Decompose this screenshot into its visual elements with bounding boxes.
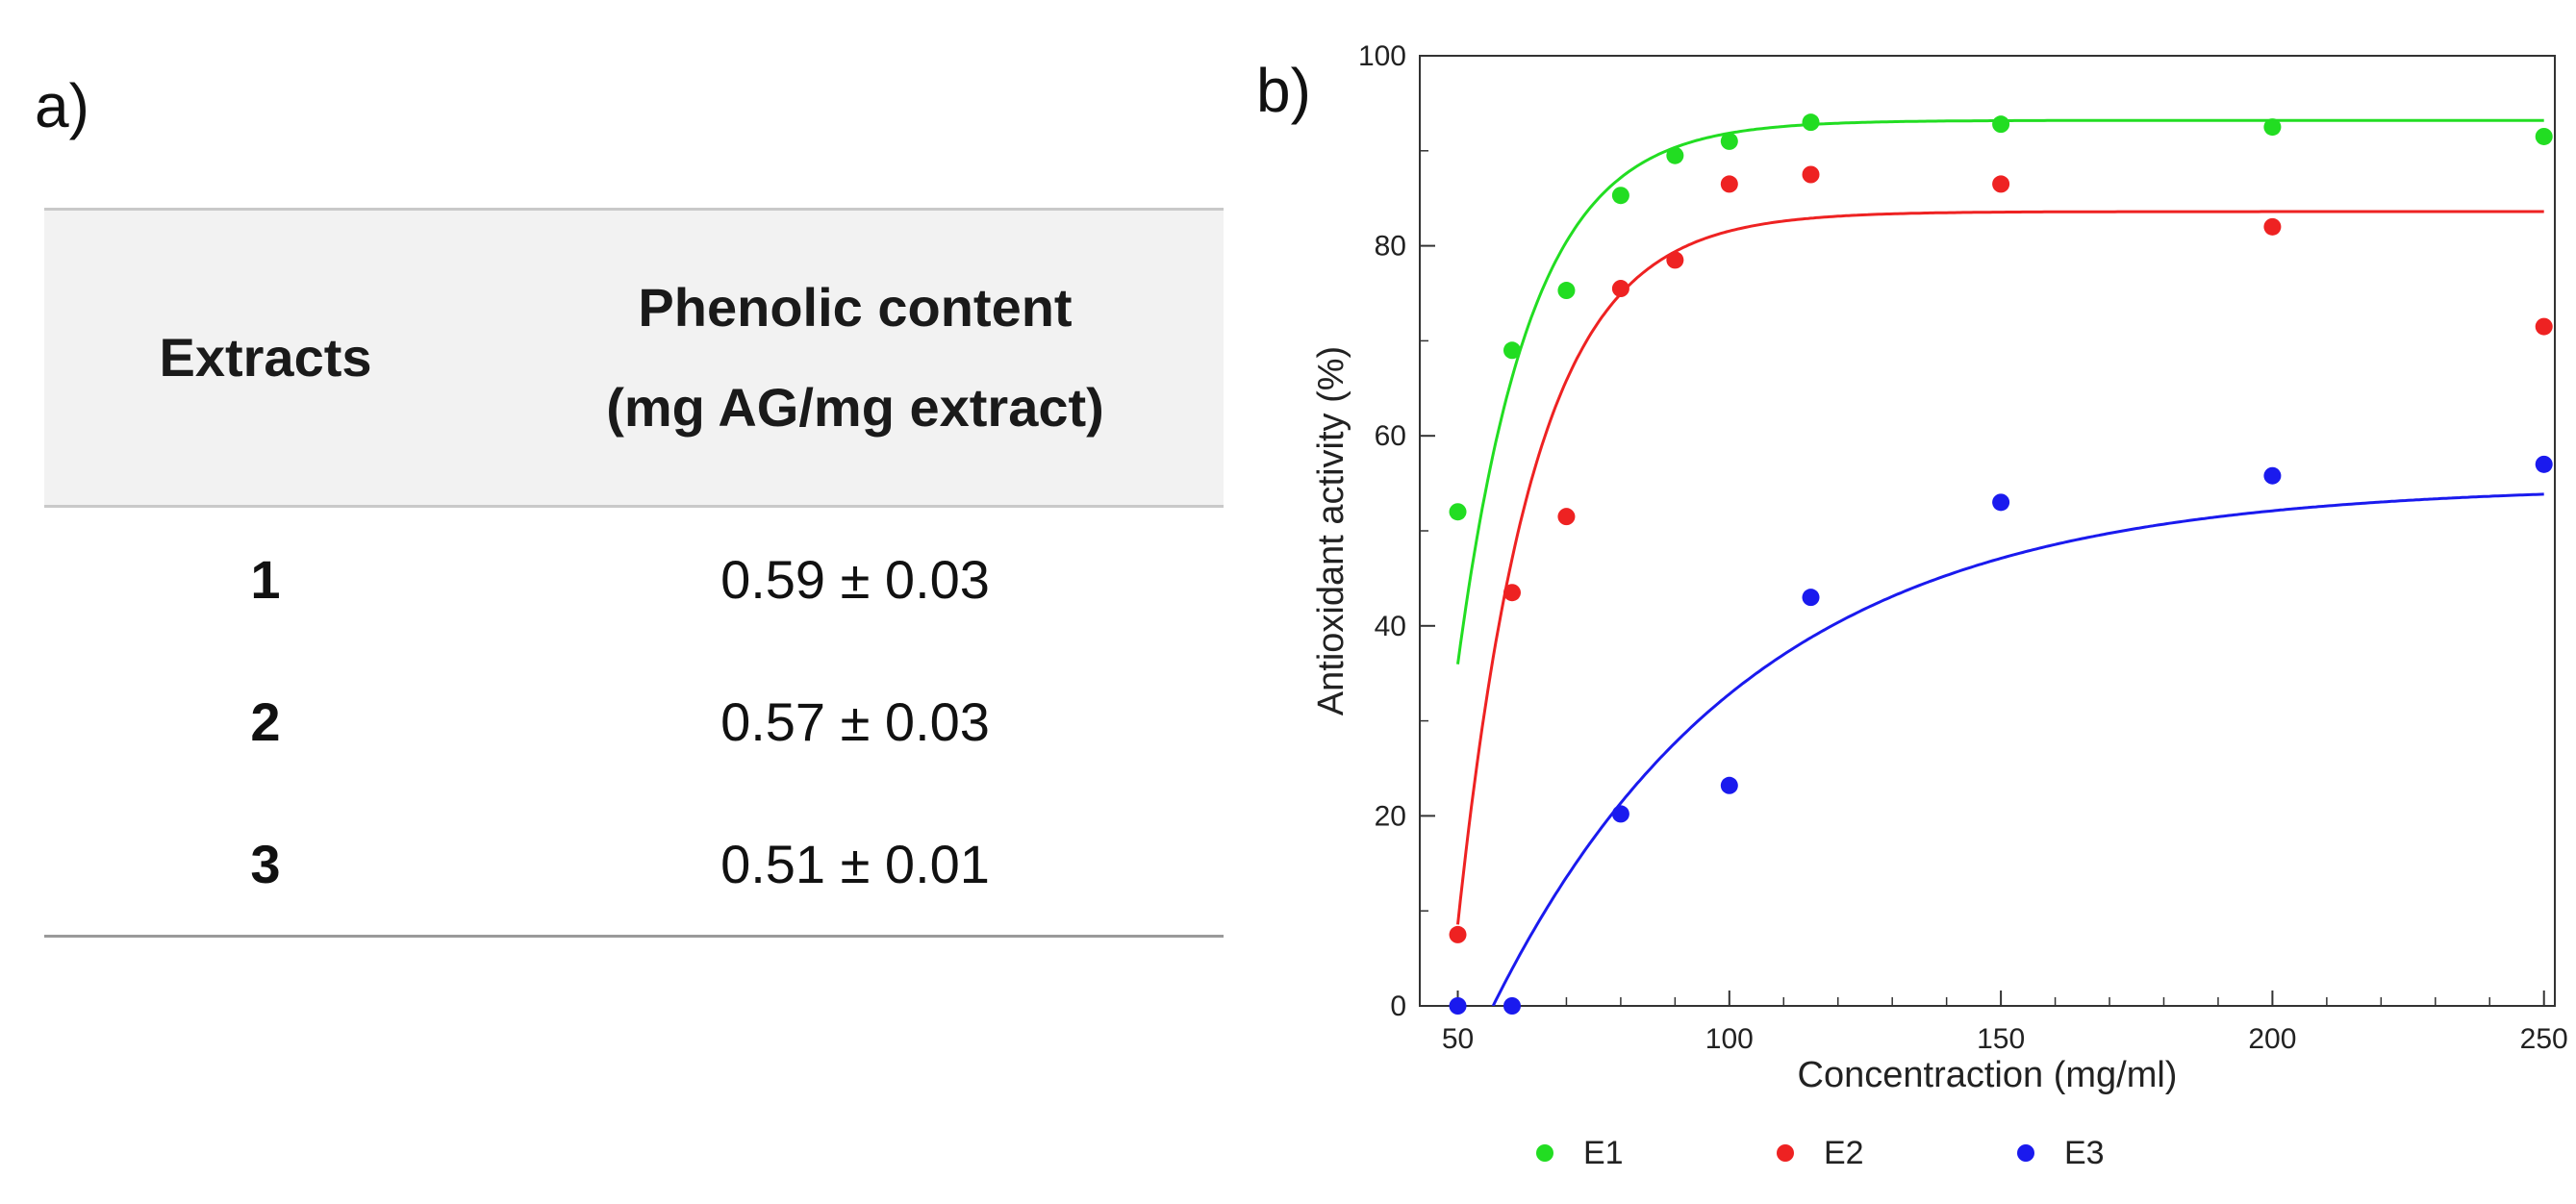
data-point-e3 — [1449, 997, 1467, 1015]
data-point-e3 — [1611, 805, 1629, 823]
y-tick-label: 20 — [1375, 800, 1406, 832]
data-point-e1 — [1666, 146, 1684, 164]
plot-frame — [1419, 55, 2556, 1007]
x-tick-label: 50 — [1442, 1023, 1474, 1055]
legend-marker-e3 — [2017, 1144, 2034, 1162]
data-point-e2 — [2535, 317, 2553, 336]
table-row: 1 0.59 ± 0.03 — [44, 508, 1224, 650]
legend: E1 E2 E3 — [1536, 1135, 2105, 1171]
data-point-e2 — [1557, 508, 1576, 526]
cell-extract: 3 — [250, 833, 281, 894]
legend-label-e1: E1 — [1583, 1135, 1624, 1171]
data-point-e3 — [2263, 466, 2282, 485]
data-point-e1 — [1802, 113, 1820, 132]
data-point-e3 — [1503, 997, 1521, 1015]
legend-label-e3: E3 — [2064, 1135, 2105, 1171]
header-phenolic-content: Phenolic content — [638, 277, 1073, 338]
table-header: Extracts Phenolic content (mg AG/mg extr… — [44, 208, 1224, 508]
data-points — [1449, 113, 2553, 1015]
cell-extract: 1 — [250, 548, 281, 610]
y-axis-title: Antioxidant activity (%) — [1311, 346, 1351, 715]
data-point-e1 — [1449, 503, 1467, 521]
cell-phenolic-value: 0.57 ± 0.03 — [720, 690, 990, 752]
table-row: 2 0.57 ± 0.03 — [44, 650, 1224, 792]
x-axis-title: Concentraction (mg/ml) — [1798, 1055, 2178, 1095]
data-point-e2 — [1720, 175, 1738, 193]
legend-marker-e2 — [1777, 1144, 1794, 1162]
y-tick-label: 60 — [1375, 420, 1406, 452]
data-point-e1 — [1611, 187, 1629, 205]
data-point-e3 — [1802, 589, 1820, 607]
data-point-e2 — [1666, 251, 1684, 269]
data-point-e1 — [1557, 282, 1576, 300]
x-tick-label: 250 — [2520, 1023, 2568, 1055]
data-point-e2 — [2263, 217, 2282, 236]
axes: 50 100 150 200 250 0 20 40 60 80 100 — [1358, 40, 2568, 1055]
data-point-e1 — [1992, 115, 2010, 134]
legend-marker-e1 — [1536, 1144, 1553, 1162]
x-tick-label: 100 — [1705, 1023, 1754, 1055]
y-tick-label: 40 — [1375, 611, 1406, 642]
x-tick-label: 150 — [1977, 1023, 2025, 1055]
data-point-e2 — [1611, 280, 1629, 298]
data-point-e2 — [1449, 925, 1467, 943]
cell-phenolic-value: 0.51 ± 0.01 — [720, 833, 990, 894]
header-cell-phenolic-content: Phenolic content (mg AG/mg extract) — [487, 211, 1224, 505]
data-point-e2 — [1992, 175, 2010, 193]
data-point-e1 — [2535, 127, 2553, 145]
data-point-e2 — [1503, 584, 1521, 602]
data-point-e3 — [1992, 493, 2010, 512]
cell-extract: 2 — [250, 690, 281, 752]
header-phenolic-unit: (mg AG/mg extract) — [606, 377, 1104, 438]
header-extracts: Extracts — [159, 327, 372, 388]
y-tick-label: 100 — [1358, 40, 1406, 72]
fit-curve-e3 — [1491, 492, 2544, 1006]
fit-curves — [1456, 118, 2544, 1006]
panel-a-label: a) — [35, 71, 89, 140]
y-tick-label: 80 — [1375, 231, 1406, 263]
data-point-e3 — [1720, 776, 1738, 794]
panel-b-label: b) — [1256, 56, 1311, 125]
data-point-e1 — [1503, 341, 1521, 360]
data-point-e2 — [1802, 165, 1820, 184]
legend-label-e2: E2 — [1824, 1135, 1864, 1171]
table-row: 3 0.51 ± 0.01 — [44, 792, 1224, 935]
header-cell-extracts: Extracts — [44, 211, 487, 505]
y-tick-label: 0 — [1390, 991, 1406, 1022]
phenolic-content-table: Extracts Phenolic content (mg AG/mg extr… — [44, 208, 1224, 938]
table-bottom-rule — [44, 935, 1224, 938]
x-tick-label: 200 — [2248, 1023, 2296, 1055]
cell-phenolic-value: 0.59 ± 0.03 — [720, 548, 990, 610]
data-point-e1 — [2263, 118, 2282, 137]
fit-curve-e2 — [1456, 210, 2544, 925]
antioxidant-activity-chart: 50 100 150 200 250 0 20 40 60 80 100 Concentractio… — [1311, 40, 2568, 1171]
data-point-e3 — [2535, 455, 2553, 473]
data-point-e1 — [1720, 132, 1738, 150]
